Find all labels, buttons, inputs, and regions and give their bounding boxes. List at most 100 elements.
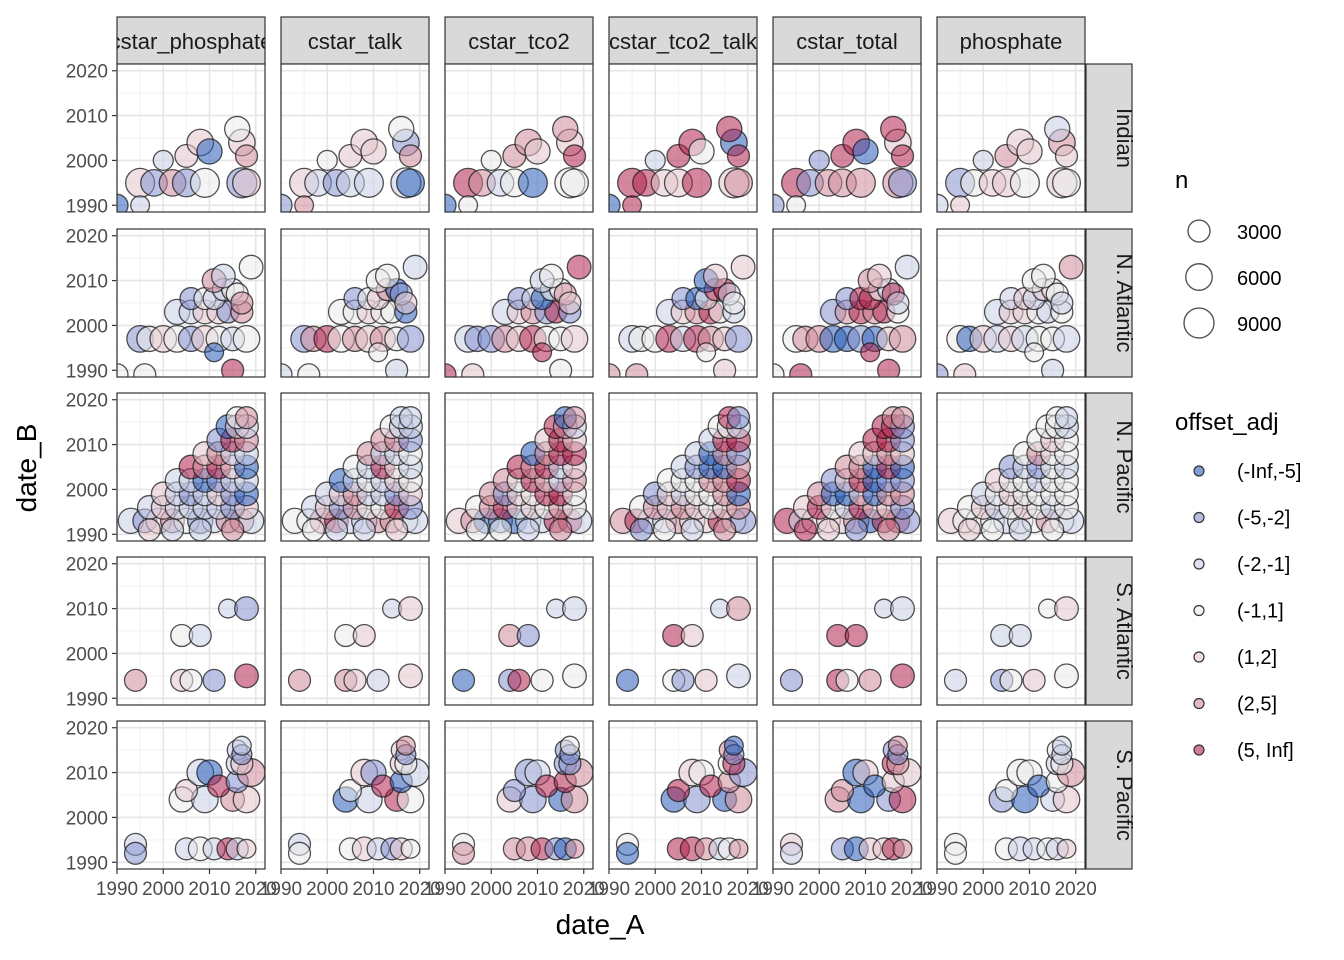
data-point (234, 406, 259, 430)
panel-cstar-phosphate-n-atlantic (116, 228, 266, 378)
size-legend-title: n (1175, 167, 1188, 194)
data-point (224, 115, 251, 143)
data-point (231, 735, 252, 756)
color-key-swatch (1193, 697, 1205, 710)
data-point (1050, 291, 1074, 315)
panel-points (281, 406, 429, 541)
color-legend-item: (-1,1] (1193, 601, 1284, 623)
panel-points (451, 735, 593, 865)
facet-panels: cstar_phosphate cstar_talk cstar_tco2 cstar… (66, 16, 1137, 900)
y-tick-label: 2000 (66, 644, 108, 665)
data-point (726, 144, 751, 168)
data-point (730, 254, 756, 280)
data-point (713, 518, 737, 541)
data-point (999, 668, 1023, 692)
data-point (892, 838, 913, 859)
color-key-swatch (1193, 465, 1205, 477)
color-key-swatch (1193, 651, 1205, 663)
panel-points (445, 115, 590, 212)
y-tick-label: 2000 (66, 480, 108, 501)
panel-points (123, 735, 265, 865)
data-point (937, 363, 949, 377)
data-point (779, 841, 804, 865)
strip-background (936, 16, 1086, 65)
panel-points (779, 735, 921, 865)
panel-points (937, 115, 1082, 212)
color-legend-title: offset_adj (1175, 409, 1279, 436)
strip-label: cstar_tco2_talk (609, 29, 758, 54)
facet-strip-cstar-phosphate: cstar_phosphate (116, 16, 266, 65)
color-legend-item: (-5,-2] (1193, 508, 1290, 530)
panel-cstar-tco2-s-pacific (444, 720, 594, 870)
data-point (943, 668, 968, 692)
x-tick-label: 2020 (563, 879, 605, 900)
color-key-label: (-2,-1] (1237, 554, 1290, 576)
data-point (615, 841, 640, 865)
data-point (728, 838, 749, 859)
panel-border (936, 556, 1086, 706)
data-point (352, 518, 376, 541)
data-point (888, 324, 917, 353)
data-point (353, 167, 384, 198)
data-point (281, 363, 293, 377)
data-point (562, 406, 587, 430)
data-point (1054, 406, 1079, 430)
data-point (502, 778, 527, 803)
panel-border (936, 392, 1086, 542)
panel-points (117, 406, 265, 541)
data-point (890, 596, 915, 622)
x-tick-label: 1990 (916, 879, 958, 900)
facet-strip-cstar-tco2-talk: cstar_tco2_talk (608, 16, 758, 65)
data-point (629, 518, 653, 541)
data-point (532, 342, 553, 363)
panel-points (287, 596, 423, 692)
data-point (562, 596, 587, 622)
y-tick-label: 2010 (66, 107, 108, 128)
data-point (1054, 596, 1079, 622)
data-point (232, 324, 261, 353)
strip-label: phosphate (960, 29, 1063, 54)
x-tick-label: 2020 (1055, 879, 1097, 900)
x-tick-label: 1990 (96, 879, 138, 900)
data-point (552, 115, 579, 143)
panel-points (937, 406, 1085, 541)
panel-border (280, 63, 430, 213)
data-point (488, 518, 513, 541)
data-point (137, 518, 161, 541)
data-point (530, 668, 554, 692)
y-tick-label: 2000 (66, 151, 108, 172)
data-point (160, 518, 185, 541)
data-point (316, 149, 338, 172)
data-point (957, 518, 981, 541)
data-point (287, 841, 312, 865)
data-point (465, 518, 489, 541)
y-tick-label: 2000 (66, 316, 108, 337)
y-tick-label: 1990 (66, 196, 108, 217)
data-point (196, 138, 223, 165)
panel-points (615, 596, 751, 692)
data-point (395, 168, 426, 198)
panel-cstar-total-n-pacific (772, 392, 922, 542)
data-point (1041, 518, 1065, 541)
panel-points (937, 254, 1084, 377)
panel-border (608, 720, 758, 870)
panel-phosphate-s-atlantic (936, 556, 1086, 706)
panel-border (772, 720, 922, 870)
data-point (1024, 342, 1045, 363)
data-point (480, 149, 502, 172)
data-point (152, 149, 174, 172)
data-point (943, 841, 968, 865)
panel-border (936, 63, 1086, 213)
data-point (179, 668, 203, 692)
x-axis-title: date_A (556, 909, 645, 940)
strip-background (116, 16, 266, 65)
data-point (860, 342, 881, 363)
x-tick-label: 2000 (798, 879, 840, 900)
panel-border (116, 228, 266, 378)
data-point (1030, 263, 1056, 289)
strip-background (1085, 392, 1133, 542)
y-tick-label: 1990 (66, 853, 108, 874)
panel-cstar-phosphate-s-pacific (116, 720, 266, 870)
color-key-label: (2,5] (1237, 694, 1277, 716)
data-point (1051, 735, 1072, 756)
